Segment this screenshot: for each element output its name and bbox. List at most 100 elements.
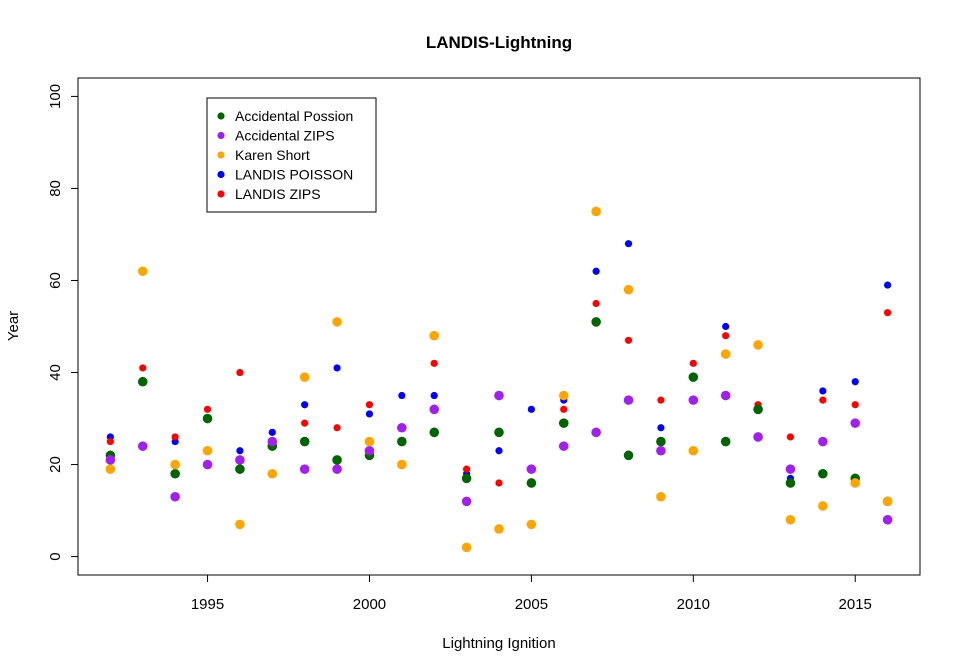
x-axis-label: Lightning Ignition [442, 635, 555, 652]
data-point [170, 459, 180, 470]
data-point [656, 445, 666, 456]
data-point [463, 465, 471, 473]
data-point [202, 445, 213, 456]
data-point [851, 401, 859, 409]
data-point [494, 390, 504, 401]
data-point [137, 376, 148, 387]
data-point [818, 468, 828, 479]
data-point [785, 514, 796, 525]
data-point [332, 455, 342, 465]
data-point [623, 450, 634, 461]
y-tick-label: 80 [47, 180, 64, 197]
data-point [785, 464, 796, 474]
data-point [819, 387, 827, 395]
y-tick-label: 0 [47, 552, 64, 560]
series-landis-poisson [106, 240, 892, 482]
data-point [494, 524, 504, 534]
data-point [657, 424, 665, 432]
series-accidental-possion [105, 317, 893, 507]
series-karen-short [105, 206, 893, 553]
data-point [105, 455, 116, 465]
data-point [882, 514, 893, 525]
data-point [592, 299, 600, 308]
data-point [235, 455, 245, 465]
data-point [623, 395, 634, 405]
legend-label: Accidental Possion [235, 108, 353, 124]
data-point [332, 317, 342, 327]
legend-box [206, 97, 377, 213]
data-point [430, 359, 438, 367]
data-point [656, 491, 666, 502]
data-point [301, 401, 309, 409]
legend-label: Karen Short [235, 147, 310, 163]
data-point [236, 368, 244, 377]
series-accidental-zips [105, 390, 893, 525]
data-point [105, 464, 116, 474]
data-point [236, 447, 244, 455]
data-point [429, 330, 440, 341]
data-point [268, 428, 276, 436]
legend-marker [217, 190, 225, 198]
data-point [397, 436, 407, 447]
data-point [299, 464, 310, 474]
y-tick-label: 60 [47, 272, 64, 289]
data-point [461, 473, 472, 484]
x-tick-label: 2005 [515, 596, 548, 613]
data-point [753, 432, 763, 442]
data-point [591, 206, 601, 217]
data-point [720, 390, 731, 401]
data-point [688, 445, 699, 456]
data-point [558, 390, 569, 401]
y-tick-label: 100 [47, 84, 64, 109]
data-point [753, 404, 763, 415]
x-tick-label: 2015 [839, 596, 872, 613]
data-point [722, 322, 730, 331]
x-tick-label: 1995 [191, 596, 224, 613]
data-point [106, 437, 114, 446]
data-point [267, 468, 278, 479]
data-point [202, 413, 213, 424]
data-point [850, 478, 861, 488]
data-point [558, 441, 569, 451]
legend-marker [217, 170, 225, 179]
plot-frame [77, 77, 921, 576]
data-point [657, 396, 665, 404]
data-point [850, 418, 861, 428]
data-point [526, 478, 537, 488]
data-point [656, 436, 666, 447]
data-point [364, 436, 375, 447]
chart-title: LANDIS-Lightning [426, 33, 572, 52]
data-point [364, 445, 375, 456]
data-point [139, 364, 147, 372]
data-point [397, 459, 407, 470]
data-point [558, 418, 569, 428]
data-point [333, 364, 341, 372]
data-point [495, 447, 503, 455]
data-point [527, 405, 535, 413]
y-axis-label: Year [5, 311, 22, 341]
y-tick-label: 20 [47, 456, 64, 473]
legend: Accidental Possion Accidental ZIPS Karen S… [206, 97, 377, 213]
data-point [688, 372, 699, 382]
data-point [624, 336, 633, 344]
legend-label: Accidental ZIPS [235, 128, 335, 144]
data-point [333, 424, 341, 432]
data-point [267, 436, 278, 447]
data-point [688, 395, 699, 405]
data-point [461, 496, 472, 507]
data-point [461, 542, 472, 553]
data-point [495, 479, 503, 487]
data-point [170, 468, 180, 479]
legend-label: LANDIS POISSON [235, 167, 353, 183]
data-point [299, 372, 310, 382]
data-point [301, 419, 309, 427]
data-point [560, 405, 568, 413]
x-tick-label: 2010 [677, 596, 710, 613]
data-point [884, 309, 892, 317]
data-point [819, 396, 827, 404]
data-point [591, 427, 601, 438]
data-point [720, 349, 731, 359]
data-point [365, 410, 374, 418]
data-point [332, 464, 342, 474]
